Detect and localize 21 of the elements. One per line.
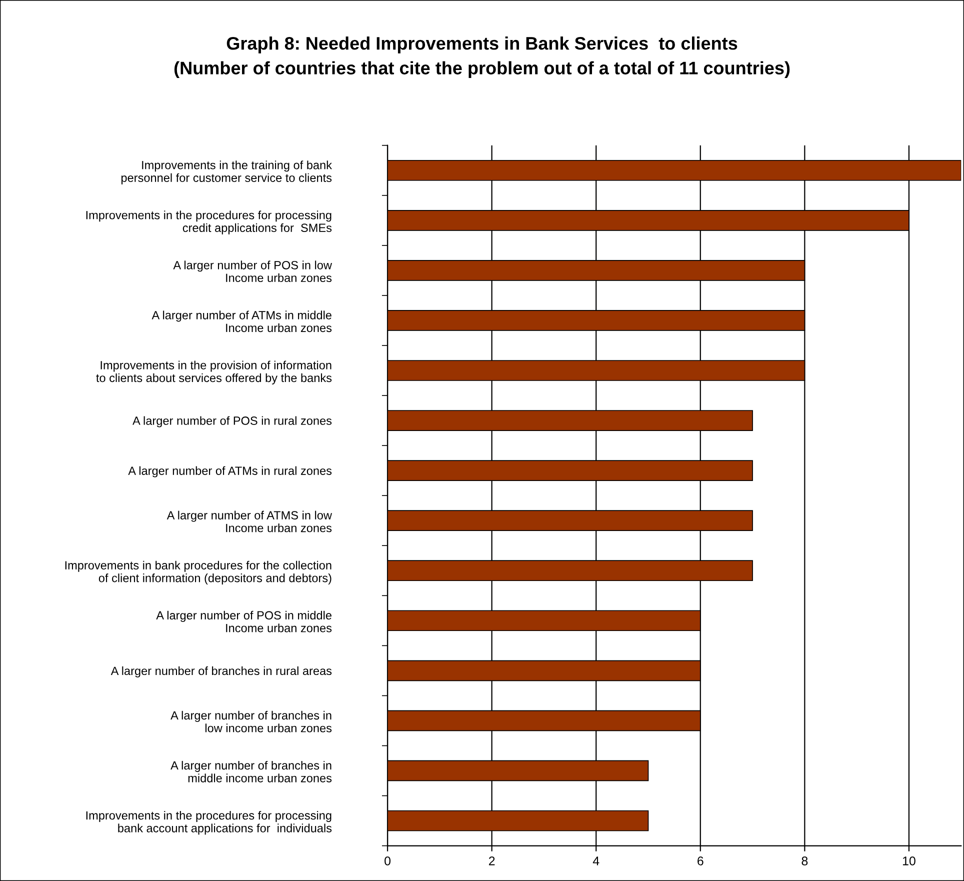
y-tick-label: A larger number of ATMs in rural zones: [128, 466, 332, 478]
x-tick-label: 10: [902, 856, 916, 866]
y-tick-label: A larger number of ATMS in low Income urban zones: [166, 510, 332, 532]
y-tick-label: Improvements in the provision of information to clients about services offered by the banks: [96, 360, 332, 384]
x-tick-label: 2: [488, 856, 495, 866]
y-tick-label: A larger number of POS in middle Income urban zones: [156, 610, 332, 632]
y-tick-label: Improvements in the procedures for processing bank account applications for individuals: [86, 810, 332, 835]
y-tick-label: A larger number of branches in rural areas: [110, 666, 332, 678]
chart-title: Graph 8: Needed Improvements in Bank Services to clients (Number of countries that cite the problem out of a total of 11 countries): [174, 36, 790, 78]
y-tick-label: A larger number of branches in low income urban zones: [170, 710, 332, 732]
y-tick-label: A larger number of branches in middle income urban zones: [170, 760, 332, 782]
y-tick-label: Improvements in the procedures for processing credit applications for SMEs: [86, 210, 332, 234]
x-tick-label: 8: [802, 856, 808, 866]
x-tick-label: 0: [384, 856, 391, 866]
y-tick-label: A larger number of ATMs in middle Income urban zones: [152, 310, 332, 332]
y-tick-label: A larger number of POS in rural zones: [132, 416, 332, 428]
y-tick-label: Improvements in bank procedures for the collection of client information (depositors and debtors): [65, 560, 332, 585]
x-tick-label: 6: [698, 856, 704, 866]
y-tick-label: A larger number of POS in low Income urban zones: [173, 260, 332, 282]
x-tick-label: 4: [592, 856, 600, 866]
y-tick-label: Improvements in the training of bank personnel for customer service to clients: [121, 160, 332, 184]
